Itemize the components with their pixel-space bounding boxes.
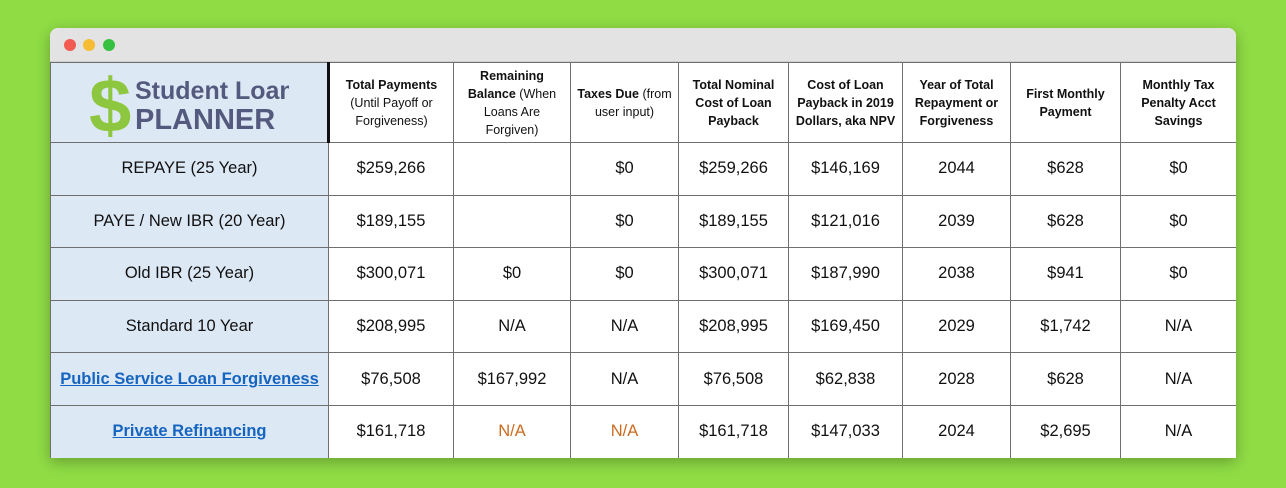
table-cell: $189,155 <box>328 194 454 249</box>
svg-text:$: $ <box>89 69 131 137</box>
table-cell: $300,071 <box>678 247 789 301</box>
table-cell: $259,266 <box>328 142 454 196</box>
row-label: Public Service Loan Forgiveness <box>50 352 329 406</box>
header-remaining-balance: Remaining Balance (When Loans Are Forgiv… <box>453 62 571 143</box>
maximize-window-button[interactable] <box>103 39 115 51</box>
table-cell: N/A <box>1120 299 1236 354</box>
table-cell: $0 <box>453 247 571 301</box>
table-cell: $0 <box>570 194 679 249</box>
header-first-monthly-payment: First Monthly Payment <box>1010 62 1121 143</box>
table-cell: $0 <box>1120 247 1236 301</box>
table-cell: $62,838 <box>788 352 903 406</box>
header-total-nominal-cost: Total Nominal Cost of Loan Payback <box>678 62 789 143</box>
table-row: Private Refinancing $161,718 N/A N/A $16… <box>50 404 1236 458</box>
table-cell: N/A <box>453 299 571 354</box>
table-row: REPAYE (25 Year) $259,266 $0 $259,266 $1… <box>50 142 1236 196</box>
table-cell: $628 <box>1010 352 1121 406</box>
private-refinancing-link[interactable]: Private Refinancing <box>112 422 267 441</box>
header-total-payments: Total Payments (Until Payoff or Forgiven… <box>328 62 454 143</box>
table-cell: $0 <box>1120 194 1236 249</box>
table-cell: $189,155 <box>678 194 789 249</box>
row-label: Standard 10 Year <box>50 299 329 354</box>
table-cell: $0 <box>1120 142 1236 196</box>
student-loan-planner-logo: $ Student Loan PLANNER <box>51 69 327 137</box>
table-cell: N/A <box>570 404 679 458</box>
table-cell: $2,695 <box>1010 404 1121 458</box>
table-cell: N/A <box>1120 352 1236 406</box>
table-cell: $0 <box>570 247 679 301</box>
table-cell: N/A <box>1120 404 1236 458</box>
pslf-link[interactable]: Public Service Loan Forgiveness <box>60 369 319 388</box>
row-label: Old IBR (25 Year) <box>50 247 329 301</box>
table-cell: $76,508 <box>328 352 454 406</box>
table-cell: $0 <box>570 142 679 196</box>
header-year-of-repayment: Year of Total Repayment or Forgiveness <box>902 62 1011 143</box>
table-cell: $76,508 <box>678 352 789 406</box>
loan-comparison-table: $ Student Loan PLANNER Total Payments (U… <box>50 62 1236 458</box>
svg-text:Student Loan: Student Loan <box>135 77 289 105</box>
table-row: Old IBR (25 Year) $300,071 $0 $0 $300,07… <box>50 247 1236 301</box>
header-taxes-due: Taxes Due (from user input) <box>570 62 679 143</box>
table-cell: $121,016 <box>788 194 903 249</box>
header-monthly-tax-penalty: Monthly Tax Penalty Acct Savings <box>1120 62 1236 143</box>
table-cell: N/A <box>570 299 679 354</box>
table-cell: N/A <box>453 404 571 458</box>
table-cell: $147,033 <box>788 404 903 458</box>
table-row: PAYE / New IBR (20 Year) $189,155 $0 $18… <box>50 194 1236 249</box>
table-cell: 2039 <box>902 194 1011 249</box>
table-cell: $259,266 <box>678 142 789 196</box>
table-cell: 2029 <box>902 299 1011 354</box>
minimize-window-button[interactable] <box>83 39 95 51</box>
table-row: Public Service Loan Forgiveness $76,508 … <box>50 352 1236 406</box>
window-titlebar <box>50 28 1236 62</box>
table-cell: 2028 <box>902 352 1011 406</box>
header-cost-npv: Cost of Loan Payback in 2019 Dollars, ak… <box>788 62 903 143</box>
table-cell: $187,990 <box>788 247 903 301</box>
table-cell: $161,718 <box>328 404 454 458</box>
table-cell: $628 <box>1010 194 1121 249</box>
header-row: $ Student Loan PLANNER Total Payments (U… <box>50 62 1236 143</box>
table-cell: $941 <box>1010 247 1121 301</box>
logo-cell: $ Student Loan PLANNER <box>50 62 330 143</box>
table-cell <box>453 194 571 249</box>
row-label: REPAYE (25 Year) <box>50 142 329 196</box>
table-cell: N/A <box>570 352 679 406</box>
table-cell: $1,742 <box>1010 299 1121 354</box>
table-row: Standard 10 Year $208,995 N/A N/A $208,9… <box>50 299 1236 354</box>
table-cell: $167,992 <box>453 352 571 406</box>
table-cell: $208,995 <box>328 299 454 354</box>
table-cell: 2024 <box>902 404 1011 458</box>
close-window-button[interactable] <box>64 39 76 51</box>
table-cell: $169,450 <box>788 299 903 354</box>
table-cell: 2044 <box>902 142 1011 196</box>
browser-window: $ Student Loan PLANNER Total Payments (U… <box>50 28 1236 458</box>
table-cell: 2038 <box>902 247 1011 301</box>
table-cell <box>453 142 571 196</box>
row-label: Private Refinancing <box>50 404 329 458</box>
table-cell: $161,718 <box>678 404 789 458</box>
table-cell: $300,071 <box>328 247 454 301</box>
row-label: PAYE / New IBR (20 Year) <box>50 194 329 249</box>
svg-text:PLANNER: PLANNER <box>135 104 275 136</box>
table-cell: $208,995 <box>678 299 789 354</box>
table-cell: $628 <box>1010 142 1121 196</box>
table-cell: $146,169 <box>788 142 903 196</box>
